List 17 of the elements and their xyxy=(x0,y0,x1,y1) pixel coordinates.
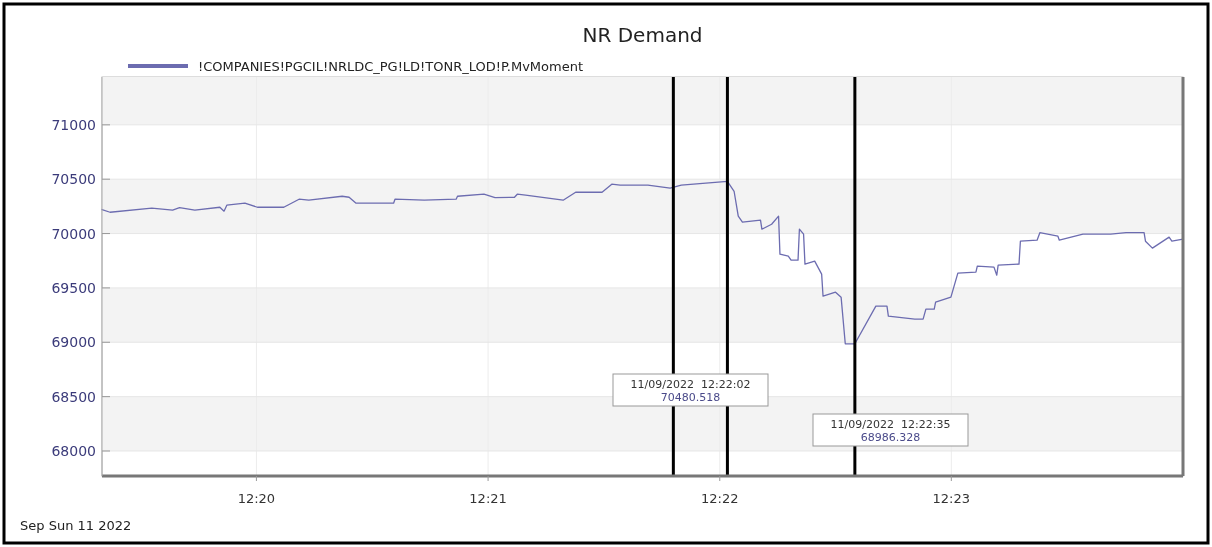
x-tick-label: 12:22 xyxy=(701,491,739,506)
x-tick-label: 12:20 xyxy=(237,491,276,506)
x-tick-label: 12:21 xyxy=(469,491,507,506)
y-tick-label: 69500 xyxy=(51,279,96,296)
y-tick-label: 68000 xyxy=(51,442,96,459)
y-tick-label: 70500 xyxy=(51,171,96,188)
legend-label: !COMPANIES!PGCIL!NRLDC_PG!LD!TONR_LOD!P.MvMoment xyxy=(198,59,584,74)
y-tick-label: 69000 xyxy=(51,334,96,351)
y-tick-label: 70000 xyxy=(51,225,96,242)
x-tick-label: 12:23 xyxy=(932,491,971,506)
annotation: 11/09/2022 12:22:35 68986.328 xyxy=(830,418,951,444)
line-series xyxy=(101,180,1184,345)
annotation: 11/09/2022 12:22:02 70480.518 xyxy=(630,378,751,404)
text: Sep Sun 11 2022 xyxy=(20,518,132,533)
y-tick-label: 68500 xyxy=(51,388,96,405)
chart-title: NR Demand xyxy=(582,23,703,47)
y-tick-label: 71000 xyxy=(51,116,96,133)
